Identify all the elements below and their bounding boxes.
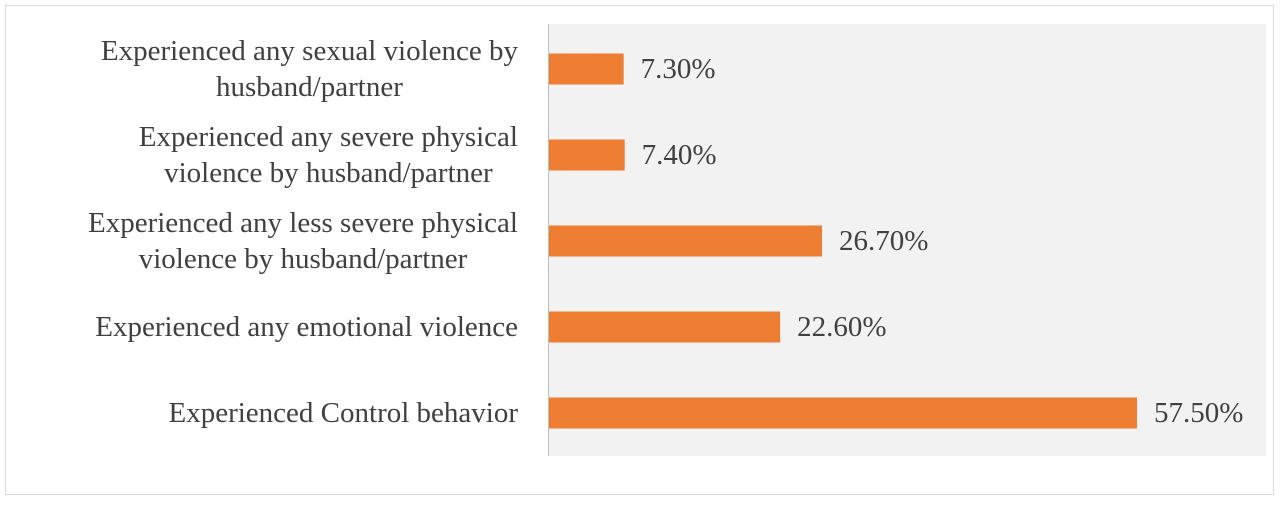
labels-layer: 7.30% Experienced any sexual violence by h…: [88, 35, 1243, 429]
category-label-2-line-1: Experienced any severe physical: [139, 121, 518, 153]
bar-3: [549, 225, 823, 257]
data-label-5: 57.50%: [1154, 397, 1243, 429]
data-label-2: 7.40%: [642, 139, 717, 171]
category-label-1-line-1: Experienced any sexual violence by: [101, 35, 519, 67]
category-label-5-line-1: Experienced Control behavior: [169, 397, 519, 429]
bar-5: [549, 397, 1137, 429]
bar-1: [549, 53, 624, 85]
category-label-4-line-1: Experienced any emotional violence: [95, 311, 518, 343]
category-label-2-line-2: violence by husband/partner: [164, 157, 493, 189]
category-label-3-line-1: Experienced any less severe physical: [88, 207, 518, 239]
data-label-3: 26.70%: [839, 225, 928, 257]
bar-4: [549, 311, 781, 343]
data-label-1: 7.30%: [641, 53, 716, 85]
data-label-4: 22.60%: [797, 311, 886, 343]
category-label-1-line-2: husband/partner: [216, 71, 403, 103]
bar-2: [549, 139, 625, 171]
bars-layer: [549, 53, 1137, 429]
category-label-3-line-2: violence by husband/partner: [139, 243, 468, 275]
